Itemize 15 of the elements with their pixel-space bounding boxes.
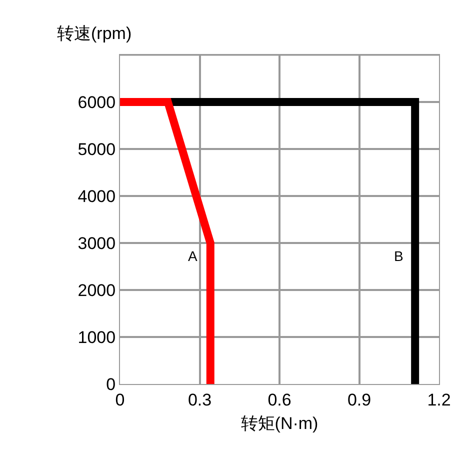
- x-tick-label: 1.2: [427, 390, 451, 410]
- x-tick-label: 0.9: [347, 390, 372, 410]
- y-tick-label: 0: [106, 374, 116, 394]
- y-tick-label: 4000: [78, 186, 116, 206]
- series-label: A: [188, 248, 198, 264]
- y-tick-label: 3000: [78, 234, 116, 253]
- series-label: B: [394, 248, 404, 264]
- y-tick-label: 2000: [78, 280, 116, 300]
- y-axis-title: 转速(rpm): [57, 24, 132, 43]
- y-tick-label: 1000: [78, 328, 116, 347]
- y-tick-label: 5000: [78, 140, 116, 159]
- x-tick-label: 0.6: [268, 390, 292, 410]
- y-tick-label: 6000: [78, 92, 116, 112]
- x-tick-label: 0.3: [188, 390, 212, 410]
- x-axis-title: 转矩(N·m): [240, 414, 318, 433]
